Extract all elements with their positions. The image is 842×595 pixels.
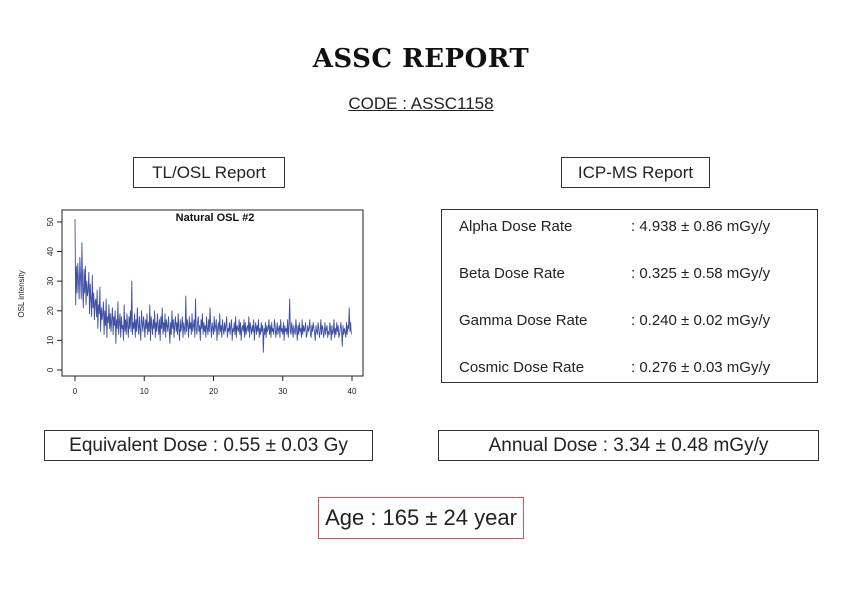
equivalent-dose-box: Equivalent Dose : 0.55 ± 0.03 Gy xyxy=(44,430,373,461)
gamma-dose-label: Gamma Dose Rate xyxy=(459,312,588,329)
y-tick-label: 20 xyxy=(46,306,55,315)
chart-y-axis-label: OSL intensity xyxy=(17,270,26,317)
osl-series-line xyxy=(74,218,352,353)
alpha-dose-value: : 4.938 ± 0.86 mGy/y xyxy=(631,218,771,235)
report-title: ASSC REPORT xyxy=(312,44,530,74)
y-tick-label: 50 xyxy=(46,217,55,226)
x-tick-label: 10 xyxy=(140,387,149,396)
y-tick-label: 40 xyxy=(46,247,55,256)
chart-title: Natural OSL #2 xyxy=(176,212,255,224)
plot-frame xyxy=(61,209,364,377)
dose-rate-table: Alpha Dose Rate : 4.938 ± 0.86 mGy/y Bet… xyxy=(441,209,818,383)
annual-dose-box: Annual Dose : 3.34 ± 0.48 mGy/y xyxy=(438,430,819,461)
beta-dose-value: : 0.325 ± 0.58 mGy/y xyxy=(631,265,771,282)
age-result-box: Age : 165 ± 24 year xyxy=(318,497,524,539)
x-tick-label: 0 xyxy=(73,387,78,396)
report-code: CODE : ASSC1158 xyxy=(348,94,494,113)
osl-decay-chart: Natural OSL #2 OSL intensity 0 10 20 30 40 50… xyxy=(17,209,364,396)
beta-dose-label: Beta Dose Rate xyxy=(459,265,565,282)
x-tick-label: 20 xyxy=(209,387,218,396)
cosmic-dose-label: Cosmic Dose Rate xyxy=(459,359,585,376)
gamma-dose-value: : 0.240 ± 0.02 mGy/y xyxy=(631,312,771,329)
y-tick-label: 10 xyxy=(46,335,55,344)
y-tick-label: 30 xyxy=(46,276,55,285)
alpha-dose-label: Alpha Dose Rate xyxy=(459,218,573,235)
icpms-report-heading: ICP-MS Report xyxy=(561,157,710,188)
x-tick-label: 40 xyxy=(348,387,357,396)
cosmic-dose-value: : 0.276 ± 0.03 mGy/y xyxy=(631,359,771,376)
y-tick-label: 0 xyxy=(46,367,55,372)
x-tick-label: 30 xyxy=(278,387,287,396)
tlosl-report-heading: TL/OSL Report xyxy=(133,157,285,188)
